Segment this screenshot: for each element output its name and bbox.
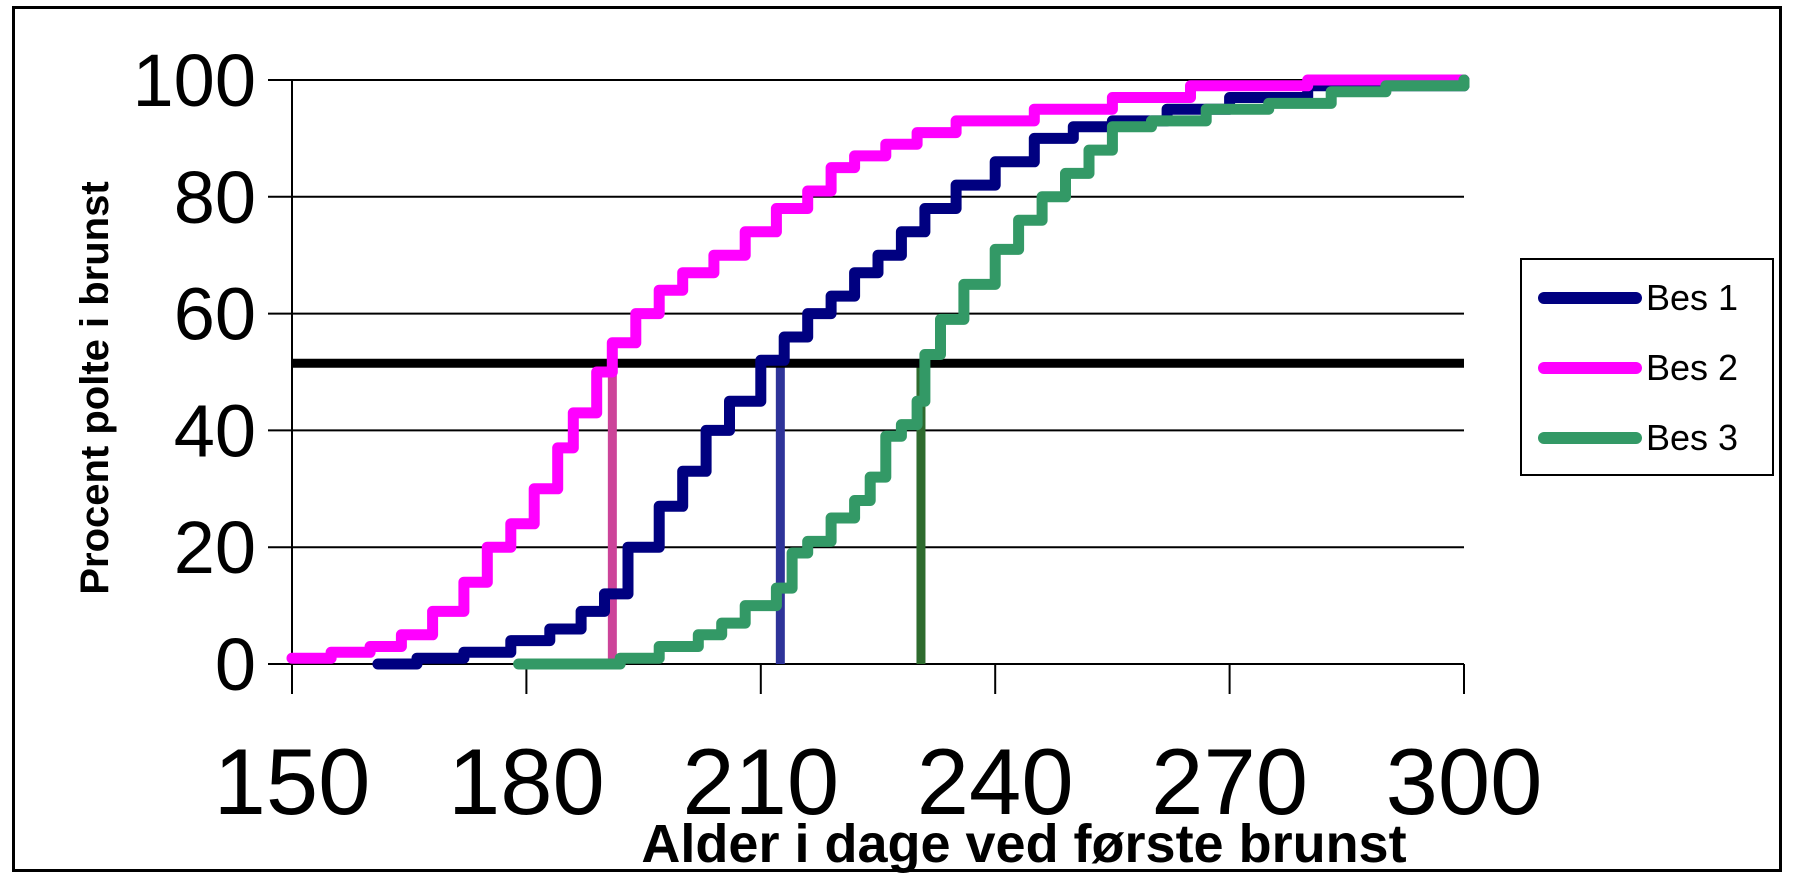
series-line-bes-1 <box>372 74 1470 670</box>
x-tick-label-270: 270 <box>1151 729 1308 834</box>
x-tick-label-210: 210 <box>682 729 839 834</box>
legend-label-bes-2: Bes 2 <box>1646 347 1739 388</box>
x-tick-label-150: 150 <box>214 729 371 834</box>
x-tick-label-180: 180 <box>448 729 605 834</box>
legend-item-bes-3: Bes 3 <box>1538 417 1739 458</box>
x-tick-label-300: 300 <box>1386 729 1543 834</box>
legend-item-bes-2: Bes 2 <box>1538 347 1739 388</box>
x-axis-title: Alder i dage ved første brunst <box>641 814 1406 874</box>
y-tick-label-0: 0 <box>215 623 256 706</box>
y-tick-label-20: 20 <box>174 506 256 589</box>
y-tick-label-80: 80 <box>174 156 256 239</box>
y-tick-label-100: 100 <box>133 39 256 122</box>
legend-label-bes-1: Bes 1 <box>1646 277 1739 318</box>
legend-swatch-bes-3 <box>1538 432 1642 444</box>
y-axis-title: Procent polte i brunst <box>73 181 117 594</box>
legend-item-bes-1: Bes 1 <box>1538 277 1739 318</box>
y-tick-label-40: 40 <box>174 389 256 472</box>
series-line-bes-2 <box>286 74 1470 664</box>
legend: Bes 1 Bes 2 Bes 3 <box>1520 258 1774 476</box>
x-tick-label-240: 240 <box>917 729 1074 834</box>
series-line-bes-3 <box>513 74 1470 670</box>
legend-swatch-bes-2 <box>1538 362 1642 374</box>
legend-label-bes-3: Bes 3 <box>1646 417 1739 458</box>
legend-swatch-bes-1 <box>1538 292 1642 304</box>
y-tick-label-60: 60 <box>174 273 256 356</box>
